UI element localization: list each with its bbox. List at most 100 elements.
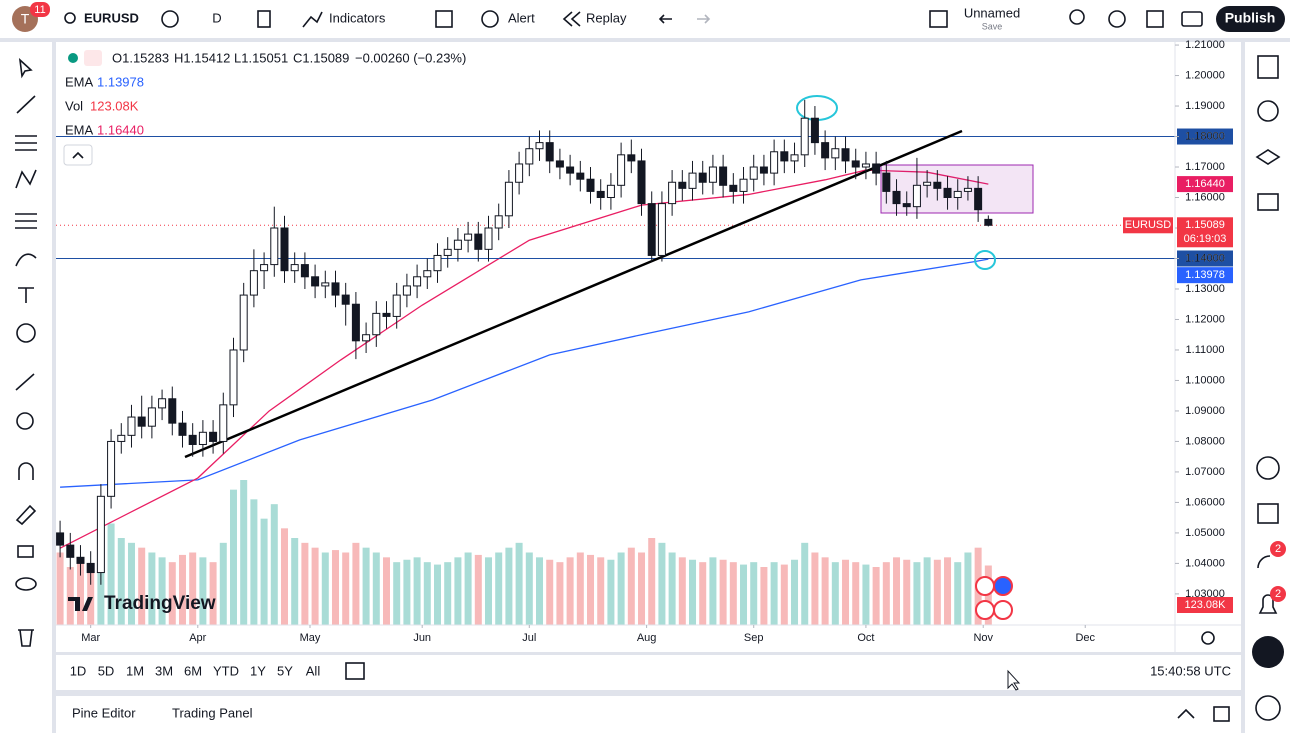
snapshot[interactable]	[1181, 11, 1203, 27]
maximize-panel[interactable]	[1213, 706, 1230, 722]
redo[interactable]	[697, 14, 711, 24]
volume-bar	[209, 562, 217, 625]
event-icon[interactable]	[975, 576, 995, 596]
candle-body	[555, 160, 564, 168]
zoom-tool[interactable]	[16, 412, 34, 430]
event-icon[interactable]	[993, 600, 1013, 620]
volume-bar	[189, 552, 197, 625]
chats[interactable]	[1257, 193, 1279, 211]
trend-line[interactable]	[184, 129, 963, 459]
volume-bar	[801, 542, 809, 625]
apps-button[interactable]	[1252, 636, 1284, 668]
chart-type[interactable]	[257, 10, 271, 28]
interval[interactable]: D	[212, 10, 221, 25]
event-icon[interactable]	[975, 600, 995, 620]
line-tool[interactable]	[16, 95, 36, 114]
news[interactable]	[1257, 555, 1271, 569]
candle-body	[321, 282, 330, 287]
range-button[interactable]: 3M	[155, 663, 173, 678]
candle-body	[790, 154, 799, 162]
range-button[interactable]: 6M	[184, 663, 202, 678]
replay-button[interactable]: Replay	[586, 10, 627, 25]
indicators-button[interactable]: Indicators	[329, 10, 386, 25]
help[interactable]	[1255, 695, 1281, 721]
quick-search[interactable]	[1069, 9, 1085, 25]
collapse-legend[interactable]	[63, 144, 93, 166]
volume-bar	[444, 562, 452, 625]
symbol[interactable]: EURUSD	[84, 10, 139, 25]
calendar[interactable]	[1257, 503, 1279, 524]
volume-bar	[627, 547, 635, 625]
candle-body	[984, 218, 993, 226]
add-symbol[interactable]	[161, 10, 179, 28]
level-tag	[1177, 128, 1233, 145]
ruler-tool[interactable]	[15, 373, 35, 391]
brush-tool[interactable]	[15, 253, 37, 267]
alerts-badge-count: 2	[1275, 588, 1281, 600]
legend-ema-value: 1.13978	[97, 74, 144, 89]
layers[interactable]	[1255, 149, 1281, 165]
candle-body	[443, 248, 452, 256]
candle-body	[423, 270, 432, 278]
alerts-badge	[1270, 586, 1286, 602]
pattern-tool[interactable]	[15, 169, 37, 189]
lock-tool[interactable]	[17, 545, 34, 558]
candle-body	[647, 203, 656, 256]
volume-bar	[260, 518, 268, 625]
templates[interactable]	[435, 10, 453, 28]
layout-name[interactable]: Unnamed	[964, 5, 1020, 20]
undo[interactable]	[658, 14, 672, 24]
text-tool[interactable]	[18, 287, 34, 303]
alerts[interactable]	[1257, 100, 1279, 122]
expand-panel[interactable]	[1177, 708, 1195, 719]
circle-drawing[interactable]	[974, 250, 996, 270]
legend-ema-name: EMA	[65, 122, 94, 137]
trading-panel-tab[interactable]: Trading Panel	[172, 705, 253, 720]
watchlist[interactable]	[1257, 55, 1279, 79]
range-button[interactable]: 1D	[70, 663, 87, 678]
forecast-tool[interactable]	[15, 213, 37, 229]
cursor-tool[interactable]	[18, 57, 33, 79]
candle-body	[974, 187, 983, 211]
candle-body	[882, 172, 891, 192]
alert-button[interactable]: Alert	[508, 10, 535, 25]
layout-icon	[929, 10, 948, 28]
candle-body	[861, 163, 870, 168]
volume-bar	[954, 562, 962, 625]
volume-bar	[617, 552, 625, 625]
goto-date[interactable]	[345, 662, 365, 680]
settings[interactable]	[1108, 10, 1126, 28]
range-button[interactable]: 1Y	[250, 663, 266, 678]
candle-body	[413, 276, 422, 287]
notifications[interactable]	[1258, 594, 1278, 614]
volume-bar	[107, 523, 115, 625]
volume-tag-label: 123.08K	[1185, 599, 1227, 611]
fullscreen[interactable]	[1146, 10, 1164, 28]
remove-tool[interactable]	[18, 629, 34, 647]
volume-tag	[1177, 597, 1233, 613]
hide-tool[interactable]	[15, 577, 37, 591]
y-tick-label: 1.09000	[1185, 405, 1225, 417]
tech-analysis[interactable]	[1256, 456, 1280, 480]
volume-bar	[382, 557, 390, 625]
pine-editor-tab[interactable]: Pine Editor	[72, 705, 136, 720]
save-label[interactable]: Save	[982, 21, 1003, 31]
magnet-tool[interactable]	[18, 462, 34, 480]
volume-bar	[168, 562, 176, 625]
stay-drawing[interactable]	[15, 504, 37, 526]
y-tick-label: 1.14000	[1185, 252, 1225, 264]
fib-tool[interactable]	[15, 135, 37, 151]
search-icon[interactable]	[64, 12, 76, 24]
candle-body	[892, 190, 901, 205]
publish-button[interactable]: Publish	[1225, 10, 1276, 26]
range-button[interactable]: 5Y	[277, 663, 293, 678]
axis-settings[interactable]	[1201, 631, 1215, 645]
range-button[interactable]: YTD	[213, 663, 239, 678]
emoji-tool[interactable]	[16, 323, 36, 343]
candle-body	[147, 407, 156, 427]
candle-body	[198, 431, 207, 445]
range-button[interactable]: 5D	[98, 663, 115, 678]
event-icon[interactable]	[993, 576, 1013, 596]
range-button[interactable]: 1M	[126, 663, 144, 678]
range-button[interactable]: All	[306, 663, 321, 678]
